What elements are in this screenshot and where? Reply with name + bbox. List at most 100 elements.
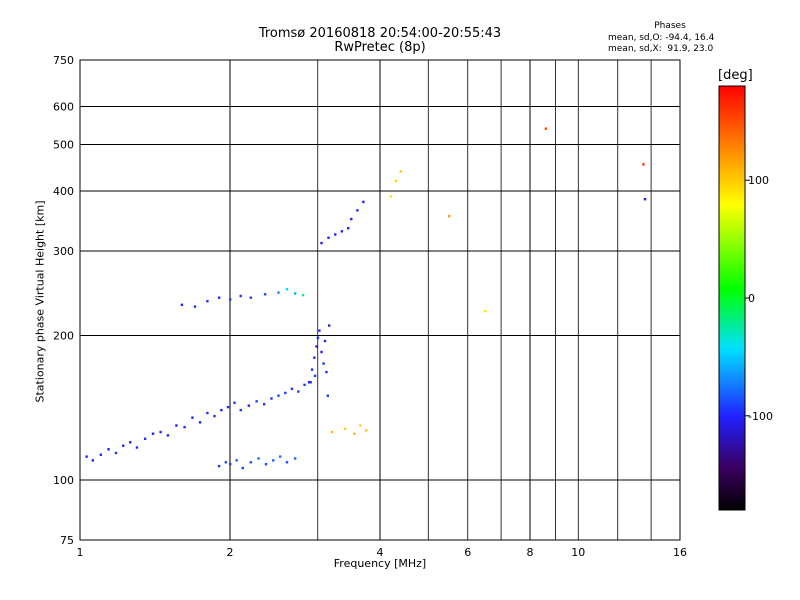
data-point bbox=[642, 163, 645, 166]
data-point bbox=[166, 434, 170, 437]
data-point bbox=[129, 441, 132, 444]
data-point bbox=[362, 200, 365, 204]
data-point bbox=[293, 457, 297, 460]
data-point bbox=[310, 368, 314, 371]
data-point bbox=[91, 459, 95, 462]
data-point bbox=[233, 401, 236, 404]
data-point bbox=[241, 466, 245, 470]
data-point bbox=[346, 227, 350, 230]
data-point bbox=[389, 195, 392, 198]
y-axis-label: Stationary phase Virtual Height [km] bbox=[33, 200, 47, 403]
x-tick-labels: 1 2 4 6 8 10 16 bbox=[77, 546, 688, 559]
x-tick-label: 1 bbox=[77, 546, 84, 559]
data-point bbox=[394, 179, 398, 183]
data-point bbox=[315, 345, 318, 348]
data-point bbox=[330, 430, 334, 434]
data-point bbox=[247, 404, 251, 407]
data-point bbox=[85, 455, 88, 458]
x-tick-label: 6 bbox=[464, 546, 471, 559]
y-tick-labels: 75 100 200 300 400 500 600 750 bbox=[53, 54, 74, 547]
data-point bbox=[316, 336, 320, 340]
data-point bbox=[270, 397, 273, 400]
chart-subtitle: RwPretec (8p) bbox=[334, 40, 426, 55]
y-tick-label: 75 bbox=[60, 534, 74, 547]
data-point bbox=[193, 305, 197, 308]
data-point bbox=[99, 453, 103, 456]
data-point bbox=[229, 298, 232, 301]
data-point bbox=[272, 459, 275, 462]
data-points bbox=[85, 127, 647, 470]
x-tick-label: 8 bbox=[527, 546, 534, 559]
colorbar bbox=[718, 85, 746, 511]
data-point bbox=[353, 432, 356, 435]
data-point bbox=[301, 293, 305, 297]
y-tick-label: 750 bbox=[53, 54, 74, 67]
data-point bbox=[257, 457, 260, 460]
data-point bbox=[285, 288, 289, 291]
data-point bbox=[350, 217, 353, 221]
data-point bbox=[307, 381, 311, 384]
data-point bbox=[447, 214, 451, 218]
y-tick-label: 400 bbox=[53, 185, 74, 198]
x-tick-label: 4 bbox=[377, 546, 384, 559]
data-point bbox=[323, 339, 327, 343]
data-point bbox=[143, 437, 147, 440]
data-point bbox=[217, 296, 221, 299]
plot-frame bbox=[79, 59, 681, 541]
data-point bbox=[290, 387, 294, 391]
data-point bbox=[313, 356, 316, 359]
colorbar-tick-label: -100 bbox=[748, 410, 773, 423]
data-point bbox=[326, 394, 330, 397]
phases-title: Phases bbox=[654, 21, 686, 31]
data-point bbox=[309, 381, 312, 384]
data-point bbox=[159, 430, 162, 434]
data-point bbox=[279, 455, 282, 458]
data-point bbox=[107, 448, 110, 451]
data-point bbox=[399, 170, 403, 173]
data-point bbox=[318, 329, 321, 332]
data-point bbox=[325, 370, 328, 374]
data-point bbox=[249, 296, 253, 299]
chart-title: Tromsø 20160818 20:54:00-20:55:43 bbox=[258, 26, 502, 41]
x-tick-label: 10 bbox=[571, 546, 585, 559]
colorbar-tick-label: 0 bbox=[748, 292, 755, 305]
y-tick-label: 200 bbox=[53, 330, 74, 343]
colorbar-unit: [deg] bbox=[718, 68, 753, 83]
data-point bbox=[239, 294, 242, 298]
data-point bbox=[544, 127, 548, 130]
data-point bbox=[226, 405, 230, 409]
colorbar-ticks: 100 0 -100 bbox=[745, 174, 773, 423]
data-point bbox=[359, 424, 362, 427]
y-tick-label: 600 bbox=[53, 101, 74, 114]
data-point bbox=[114, 451, 118, 455]
x-tick-label: 2 bbox=[227, 546, 234, 559]
y-tick-label: 300 bbox=[53, 245, 74, 258]
data-point bbox=[277, 291, 280, 294]
x-axis-label: Frequency [MHz] bbox=[333, 557, 427, 570]
data-point bbox=[356, 209, 359, 212]
data-point bbox=[643, 198, 647, 201]
data-point bbox=[320, 241, 323, 245]
data-point bbox=[213, 414, 216, 418]
data-point bbox=[198, 421, 202, 424]
data-point bbox=[327, 324, 331, 327]
data-point bbox=[122, 444, 125, 447]
data-point bbox=[284, 391, 287, 395]
data-point bbox=[264, 462, 268, 466]
data-point bbox=[365, 429, 368, 432]
x-tick-label: 16 bbox=[673, 546, 687, 559]
data-point bbox=[183, 425, 186, 429]
data-point bbox=[206, 411, 209, 415]
y-tick-label: 500 bbox=[53, 139, 74, 152]
data-point bbox=[277, 394, 280, 397]
data-point bbox=[320, 350, 323, 354]
data-point bbox=[249, 461, 253, 464]
data-point bbox=[220, 408, 223, 412]
data-point bbox=[322, 362, 325, 365]
data-point bbox=[175, 424, 178, 427]
data-point bbox=[327, 236, 330, 239]
phases-o-line: mean, sd,O: -94.4, 16.4 bbox=[608, 33, 715, 43]
y-tick-label: 100 bbox=[53, 474, 74, 487]
data-point bbox=[206, 300, 209, 303]
data-point bbox=[151, 432, 155, 435]
